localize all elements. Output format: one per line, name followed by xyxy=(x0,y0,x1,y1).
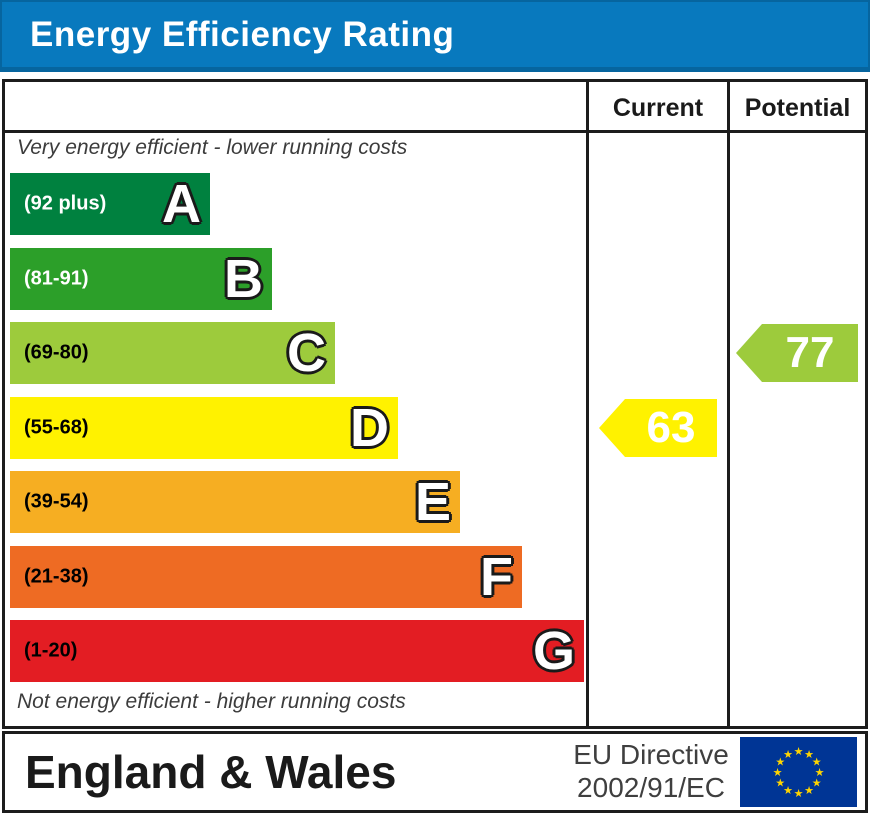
current-rating-arrow: 63 xyxy=(599,399,717,457)
eu-flag-icon: ★ ★ ★ ★ ★ ★ ★ ★ ★ ★ ★ ★ xyxy=(740,737,857,807)
page-title: Energy Efficiency Rating xyxy=(30,14,455,54)
svg-text:★: ★ xyxy=(775,756,785,769)
band-c: (69-80) C xyxy=(10,322,335,384)
band-letter: B xyxy=(224,249,263,309)
top-note: Very energy efficient - lower running co… xyxy=(17,136,408,159)
svg-text:★: ★ xyxy=(804,784,814,797)
header-divider xyxy=(5,130,865,133)
region-label: England & Wales xyxy=(25,746,397,798)
arrow-tip-icon xyxy=(599,399,625,457)
column-header-current: Current xyxy=(612,94,704,122)
svg-text:★: ★ xyxy=(794,787,804,800)
svg-text:★: ★ xyxy=(775,777,785,790)
band-range-label: (39-54) xyxy=(24,490,89,513)
band-b: (81-91) B xyxy=(10,248,272,310)
svg-text:★: ★ xyxy=(783,748,793,761)
potential-rating-value-box: 77 xyxy=(762,324,858,382)
band-letter: D xyxy=(350,398,389,458)
band-letter: C xyxy=(287,323,326,383)
bottom-note: Not energy efficient - higher running co… xyxy=(17,690,406,713)
svg-text:★: ★ xyxy=(815,766,825,779)
band-letter: G xyxy=(532,621,575,681)
eu-directive-line1: EU Directive xyxy=(573,739,729,770)
current-rating-value: 63 xyxy=(646,403,696,452)
band-range-label: (1-20) xyxy=(24,639,78,662)
band-letter: F xyxy=(480,547,513,607)
eu-directive-label: EU Directive 2002/91/EC xyxy=(541,738,761,804)
band-g: (1-20) G xyxy=(10,620,584,682)
band-range-label: (21-38) xyxy=(24,565,89,588)
potential-rating-value: 77 xyxy=(785,328,835,377)
svg-text:★: ★ xyxy=(812,756,822,769)
svg-text:★: ★ xyxy=(783,784,793,797)
column-divider xyxy=(586,82,589,726)
title-bar: Energy Efficiency Rating xyxy=(0,0,870,72)
column-divider xyxy=(727,82,730,726)
column-header-potential: Potential xyxy=(744,94,851,122)
band-letter: E xyxy=(414,472,451,532)
band-range-label: (55-68) xyxy=(24,416,89,439)
band-a: (92 plus) A xyxy=(10,173,210,235)
band-range-label: (69-80) xyxy=(24,341,89,364)
svg-text:★: ★ xyxy=(812,777,822,790)
arrow-tip-icon xyxy=(736,324,762,382)
rating-table: Current Potential Very energy efficient … xyxy=(2,79,868,729)
band-e: (39-54) E xyxy=(10,471,460,533)
band-f: (21-38) F xyxy=(10,546,522,608)
svg-text:★: ★ xyxy=(794,745,804,758)
band-letter: A xyxy=(162,174,201,234)
band-range-label: (92 plus) xyxy=(24,192,107,215)
svg-text:★: ★ xyxy=(773,766,783,779)
footer: England & Wales EU Directive 2002/91/EC … xyxy=(2,731,868,813)
band-d: (55-68) D xyxy=(10,397,398,459)
svg-text:★: ★ xyxy=(804,748,814,761)
potential-rating-arrow: 77 xyxy=(736,324,858,382)
band-range-label: (81-91) xyxy=(24,267,89,290)
current-rating-value-box: 63 xyxy=(625,399,717,457)
eu-directive-line2: 2002/91/EC xyxy=(577,772,725,803)
